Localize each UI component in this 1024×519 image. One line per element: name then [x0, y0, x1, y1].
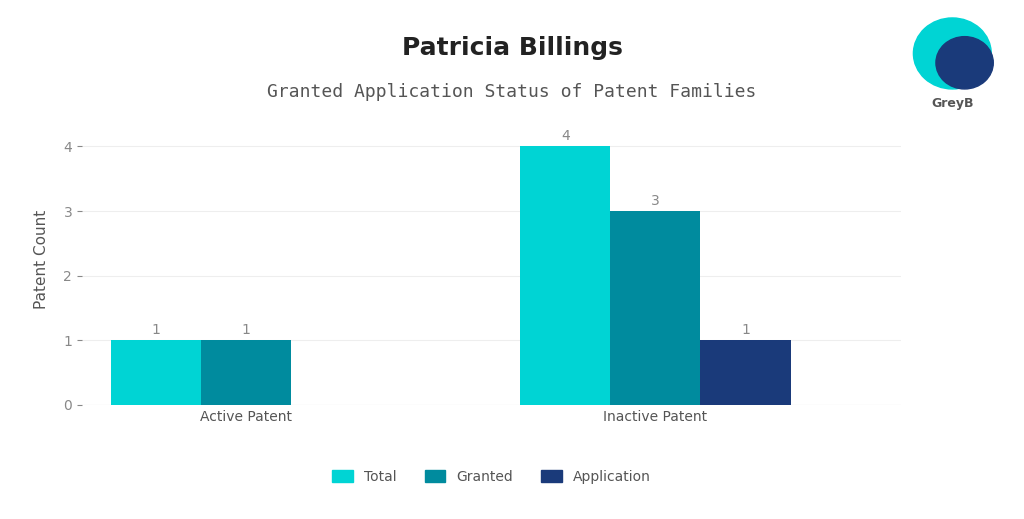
Circle shape: [936, 37, 993, 89]
Bar: [111, 340, 201, 405]
Text: 1: 1: [152, 323, 160, 337]
Bar: [201, 340, 291, 405]
Text: 1: 1: [741, 323, 750, 337]
Bar: [520, 146, 610, 405]
Text: GreyB: GreyB: [931, 97, 974, 110]
Bar: [610, 211, 700, 405]
Text: 3: 3: [651, 194, 659, 208]
Text: Granted Application Status of Patent Families: Granted Application Status of Patent Fam…: [267, 83, 757, 101]
Legend: Total, Granted, Application: Total, Granted, Application: [327, 464, 656, 489]
Text: 1: 1: [242, 323, 250, 337]
Text: Patricia Billings: Patricia Billings: [401, 36, 623, 60]
Circle shape: [913, 18, 991, 89]
Text: 4: 4: [561, 129, 569, 143]
Y-axis label: Patent Count: Patent Count: [35, 210, 49, 309]
Bar: [700, 340, 791, 405]
